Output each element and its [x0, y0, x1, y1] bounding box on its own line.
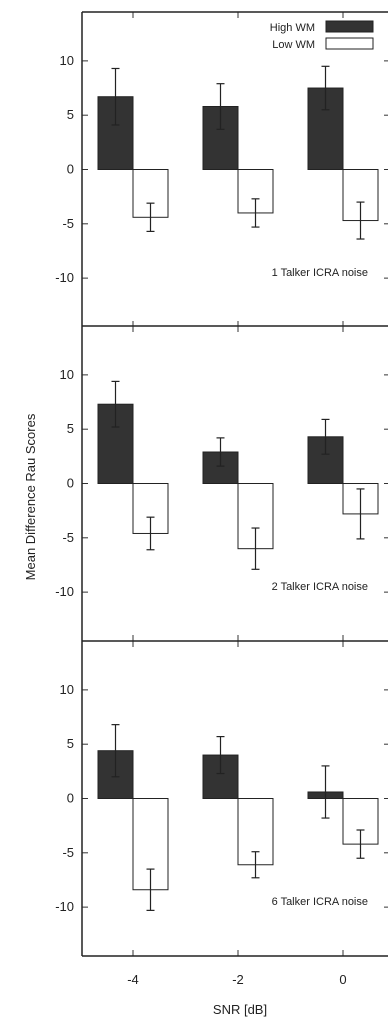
y-tick-label: -5 [62, 845, 74, 860]
y-tick-label: -5 [62, 530, 74, 545]
y-tick-label: 10 [60, 53, 74, 68]
y-tick-label: -5 [62, 216, 74, 231]
y-tick-label: -10 [55, 584, 74, 599]
x-tick-label: -4 [127, 972, 139, 987]
panel-annotation: 6 Talker ICRA noise [272, 896, 368, 908]
y-tick-label: 10 [60, 682, 74, 697]
legend-label: High WM [270, 22, 315, 34]
legend-swatch [325, 20, 374, 33]
chart-frame [81, 11, 388, 957]
legend-swatch [325, 37, 374, 50]
y-tick-label: 0 [67, 476, 74, 491]
panel-annotation: 2 Talker ICRA noise [272, 581, 368, 593]
chart-panels: 10 5 0 -5 -10 1 Talker ICRA noise 10 5 0 -5 -10 2 T… [55, 12, 388, 956]
y-tick-label: -10 [55, 899, 74, 914]
y-tick-label: 0 [67, 162, 74, 177]
legend-label: Low WM [272, 39, 315, 51]
x-tick-label: 0 [339, 972, 346, 987]
y-tick-label: 0 [67, 791, 74, 806]
y-tick-label: 5 [67, 736, 74, 751]
legend: High WM Low WM [270, 20, 374, 51]
x-axis-ticks: -4 -2 0 [127, 972, 346, 987]
panel-3: 10 5 0 -5 -10 6 Talker ICRA noise [55, 641, 388, 956]
y-tick-label: 5 [67, 421, 74, 436]
x-axis-label: SNR [dB] [213, 1002, 267, 1017]
panel-2: 10 5 0 -5 -10 2 Talker ICRA noise [55, 326, 388, 641]
panel-1: 10 5 0 -5 -10 1 Talker ICRA noise [55, 12, 388, 327]
y-tick-label: 10 [60, 367, 74, 382]
y-tick-label: 5 [67, 107, 74, 122]
bar [97, 96, 134, 170]
y-axis-label: Mean Difference Rau Scores [23, 413, 38, 580]
panel-annotation: 1 Talker ICRA noise [272, 267, 368, 279]
x-tick-label: -2 [232, 972, 244, 987]
y-tick-label: -10 [55, 270, 74, 285]
